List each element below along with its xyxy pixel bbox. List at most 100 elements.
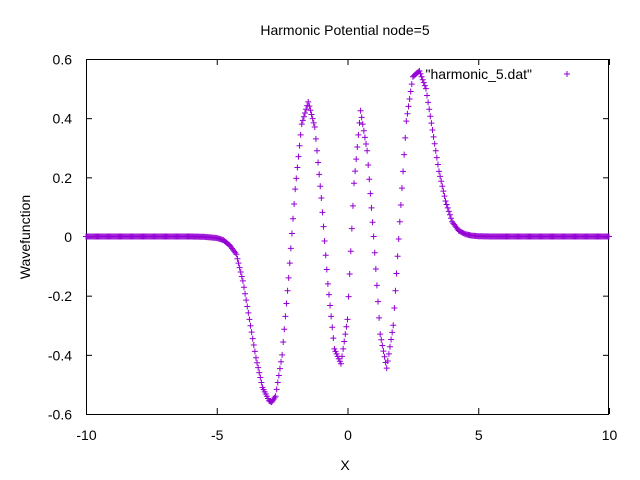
data-point bbox=[392, 287, 399, 294]
data-point bbox=[421, 82, 428, 89]
data-point bbox=[316, 171, 323, 178]
data-point bbox=[256, 369, 263, 376]
data-point bbox=[419, 76, 426, 83]
data-point bbox=[365, 162, 372, 169]
data-point bbox=[380, 348, 387, 355]
data-point bbox=[317, 183, 324, 190]
data-point bbox=[394, 253, 401, 260]
data-point bbox=[313, 147, 320, 154]
y-tick-label: -0.4 bbox=[48, 347, 72, 363]
y-tick-label: 0.2 bbox=[53, 170, 73, 186]
data-point bbox=[436, 168, 443, 175]
x-axis-label: X bbox=[340, 457, 350, 473]
data-point bbox=[427, 113, 434, 120]
data-point bbox=[416, 67, 423, 74]
x-tick-label: 10 bbox=[602, 427, 618, 443]
data-point bbox=[312, 135, 319, 142]
data-point bbox=[364, 147, 371, 154]
data-point bbox=[328, 313, 335, 320]
data-point bbox=[439, 183, 446, 190]
data-point bbox=[255, 364, 262, 371]
data-point bbox=[383, 365, 390, 372]
y-tick-label: 0.4 bbox=[53, 111, 73, 127]
data-point bbox=[398, 185, 405, 192]
y-tick-label: -0.2 bbox=[48, 288, 72, 304]
data-point bbox=[348, 225, 355, 232]
data-point bbox=[271, 394, 278, 401]
data-point bbox=[284, 287, 291, 294]
data-point bbox=[386, 343, 393, 350]
data-point bbox=[426, 106, 433, 113]
data-point bbox=[242, 290, 249, 297]
data-point bbox=[236, 264, 243, 271]
data-point bbox=[448, 215, 455, 222]
data-point bbox=[296, 142, 303, 149]
data-point bbox=[418, 73, 425, 80]
data-point bbox=[297, 131, 304, 138]
data-point bbox=[239, 277, 246, 284]
data-point bbox=[244, 303, 251, 310]
legend-label: "harmonic_5.dat" bbox=[426, 66, 532, 82]
data-point bbox=[429, 127, 436, 133]
data-point bbox=[401, 151, 408, 158]
data-point bbox=[324, 280, 331, 287]
data-point bbox=[408, 81, 415, 88]
data-point bbox=[233, 251, 240, 258]
data-point bbox=[308, 111, 315, 118]
data-point bbox=[318, 195, 325, 202]
data-point bbox=[353, 156, 360, 163]
data-point bbox=[305, 98, 312, 105]
data-point bbox=[279, 351, 286, 358]
data-point bbox=[352, 168, 359, 175]
data-point bbox=[290, 215, 297, 222]
data-point bbox=[347, 248, 354, 255]
data-point bbox=[320, 223, 327, 230]
data-point bbox=[403, 118, 410, 125]
data-point bbox=[299, 117, 306, 124]
data-point bbox=[273, 386, 280, 393]
data-point bbox=[422, 85, 429, 92]
data-point bbox=[424, 92, 431, 99]
data-point bbox=[351, 180, 358, 187]
data-point bbox=[280, 339, 287, 346]
data-point bbox=[430, 133, 437, 140]
data-point bbox=[237, 269, 244, 275]
data-point bbox=[397, 201, 404, 208]
data-point bbox=[395, 235, 402, 242]
data-point bbox=[360, 127, 367, 134]
data-point bbox=[363, 141, 370, 148]
data-point bbox=[307, 107, 314, 114]
data-point bbox=[342, 331, 349, 338]
data-point bbox=[257, 374, 264, 381]
data-point bbox=[440, 188, 447, 195]
data-point bbox=[373, 282, 380, 289]
data-point bbox=[274, 379, 281, 386]
data-point bbox=[417, 70, 424, 77]
y-axis-label: Wavefunction bbox=[17, 195, 33, 279]
data-point bbox=[246, 316, 253, 323]
x-tick-label: 0 bbox=[344, 427, 352, 443]
data-point bbox=[396, 218, 403, 225]
data-point bbox=[319, 209, 326, 216]
data-point bbox=[361, 134, 368, 141]
data-point bbox=[321, 237, 328, 244]
data-point bbox=[323, 266, 330, 273]
data-point bbox=[254, 359, 261, 366]
data-point bbox=[358, 114, 365, 121]
data-point bbox=[355, 131, 362, 138]
data-point bbox=[391, 304, 398, 311]
data-point bbox=[349, 202, 356, 209]
data-point bbox=[390, 322, 397, 329]
chart-title: Harmonic Potential node=5 bbox=[260, 22, 429, 38]
data-point bbox=[359, 121, 366, 128]
data-point bbox=[232, 249, 239, 256]
data-point bbox=[446, 211, 453, 218]
x-tick-label: 5 bbox=[475, 427, 483, 443]
y-tick-label: 0.6 bbox=[53, 52, 73, 68]
data-point bbox=[407, 88, 414, 95]
y-tick-label: -0.6 bbox=[48, 407, 72, 423]
data-point bbox=[310, 119, 317, 126]
data-point bbox=[379, 342, 386, 349]
data-point bbox=[292, 186, 299, 193]
